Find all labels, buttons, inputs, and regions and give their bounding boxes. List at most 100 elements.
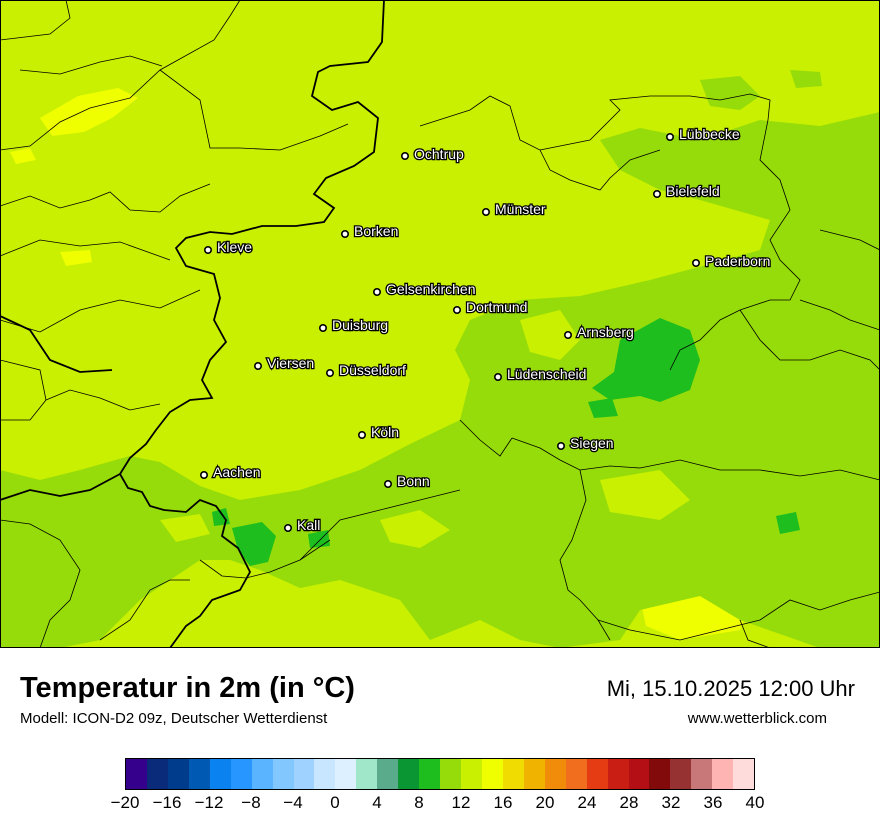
city-marker: Düsseldorf — [325, 361, 407, 379]
color-scale-swatch — [440, 759, 461, 789]
city-label: Münster — [495, 201, 546, 217]
city-label: Paderborn — [705, 253, 770, 269]
color-scale-tick-label: 0 — [330, 793, 340, 812]
color-scale-swatch — [167, 759, 189, 789]
city-label: Köln — [371, 424, 399, 440]
temperature-map: Lübbecke Ochtrup Bielefeld Münster Borke… — [0, 0, 880, 649]
warm-pocket — [600, 470, 690, 520]
city-marker: Köln — [357, 423, 400, 441]
color-scale-swatch — [586, 759, 608, 789]
color-scale-swatch — [607, 759, 629, 789]
city-marker: Kleve — [204, 238, 254, 256]
city-marker: Münster — [481, 200, 547, 218]
city-label: Ochtrup — [414, 146, 464, 162]
color-scale-swatch — [188, 759, 210, 789]
city-label: Kall — [297, 517, 320, 533]
color-scale-swatch — [230, 759, 252, 789]
color-scale-swatch — [314, 759, 336, 789]
color-scale-tick-label: −8 — [241, 793, 261, 812]
color-scale-tick-label: 8 — [414, 793, 424, 812]
color-scale-tick-label: 36 — [703, 793, 723, 812]
color-scale-swatch — [356, 759, 378, 789]
city-marker: Kall — [283, 516, 322, 534]
color-scale-swatch — [733, 759, 755, 789]
city-label: Dortmund — [466, 299, 527, 315]
city-marker: Viersen — [254, 354, 316, 372]
cold-spot — [592, 318, 700, 402]
color-scale-swatch — [691, 759, 713, 789]
city-label: Lübbecke — [679, 126, 740, 142]
cold-spot — [232, 522, 276, 566]
city-label: Lüdenscheid — [507, 366, 586, 382]
city-label: Gelsenkirchen — [386, 281, 476, 297]
city-label: Viersen — [267, 355, 314, 371]
forecast-datetime: Mi, 15.10.2025 12:00 Uhr — [606, 676, 855, 701]
map-title: Temperatur in 2m (in °C) — [20, 672, 355, 704]
city-marker: Dortmund — [452, 298, 529, 316]
color-scale-swatch — [377, 759, 399, 789]
warm-pocket — [520, 310, 580, 360]
warm-pocket — [160, 514, 210, 542]
color-scale-tick-label: −20 — [110, 793, 140, 812]
color-scale-swatch — [565, 759, 587, 789]
warm-patch — [40, 88, 138, 136]
color-scale-swatch — [712, 759, 734, 789]
city-label: Kleve — [217, 239, 252, 255]
color-scale-swatch — [146, 759, 168, 789]
color-scale-tick-label: 12 — [451, 793, 471, 812]
color-scale-swatch — [209, 759, 231, 789]
warm-patch — [60, 250, 92, 266]
website-link[interactable]: www.wetterblick.com — [687, 710, 827, 727]
color-scale-swatch — [251, 759, 273, 789]
city-marker: Gelsenkirchen — [372, 280, 477, 298]
color-scale-swatch — [544, 759, 566, 789]
warm-patch — [10, 148, 36, 164]
city-marker: Bonn — [383, 472, 431, 490]
color-scale-tick-label: −12 — [194, 793, 224, 812]
color-scale-swatch — [670, 759, 692, 789]
color-scale-tick-label: −16 — [152, 793, 182, 812]
color-scale-tick-label: 40 — [745, 793, 765, 812]
city-marker: Lübbecke — [665, 125, 741, 143]
city-markers: Lübbecke Ochtrup Bielefeld Münster Borke… — [200, 125, 772, 534]
national-borders — [0, 0, 385, 649]
color-scale-swatch — [335, 759, 357, 789]
color-scale-tick-label: 20 — [535, 793, 555, 812]
color-scale-swatch — [272, 759, 294, 789]
color-scale-swatch — [502, 759, 524, 789]
color-scale-tick-label: 16 — [493, 793, 513, 812]
map-footer: Temperatur in 2m (in °C) Modell: ICON-D2… — [0, 648, 880, 830]
city-label: Duisburg — [332, 317, 388, 333]
city-label: Borken — [354, 223, 398, 239]
color-scale-swatch — [293, 759, 315, 789]
city-marker: Arnsberg — [563, 323, 635, 341]
cool-region — [850, 120, 880, 140]
city-label: Bielefeld — [666, 183, 720, 199]
city-marker: Siegen — [556, 434, 615, 452]
color-scale-swatch — [628, 759, 650, 789]
warm-pocket — [380, 510, 450, 548]
cool-region — [700, 76, 760, 110]
color-scale-swatch — [419, 759, 441, 789]
color-scale-tick-label: 24 — [577, 793, 597, 812]
city-label: Arnsberg — [577, 324, 634, 340]
city-marker: Bielefeld — [652, 182, 721, 200]
map-canvas: Lübbecke Ochtrup Bielefeld Münster Borke… — [0, 0, 880, 649]
city-label: Siegen — [570, 435, 614, 451]
color-scale-swatch — [523, 759, 545, 789]
city-label: Düsseldorf — [339, 362, 406, 378]
city-marker: Duisburg — [318, 316, 389, 334]
cold-spot — [776, 512, 800, 534]
cool-region — [790, 70, 822, 88]
color-scale-swatch — [461, 759, 482, 789]
city-marker: Ochtrup — [400, 145, 465, 163]
city-label: Bonn — [397, 473, 430, 489]
city-marker: Paderborn — [691, 252, 772, 270]
color-scale-swatch — [398, 759, 420, 789]
district-boundaries — [0, 0, 880, 649]
color-scale-tick-label: −4 — [283, 793, 303, 812]
color-scale-swatch — [481, 759, 503, 789]
color-scale-ticks: −20 −16 −12 −8 −4 0 4 8 12 16 20 24 28 32 36 40 — [111, 793, 765, 817]
city-label: Aachen — [213, 464, 260, 480]
city-marker: Lüdenscheid — [493, 365, 588, 383]
